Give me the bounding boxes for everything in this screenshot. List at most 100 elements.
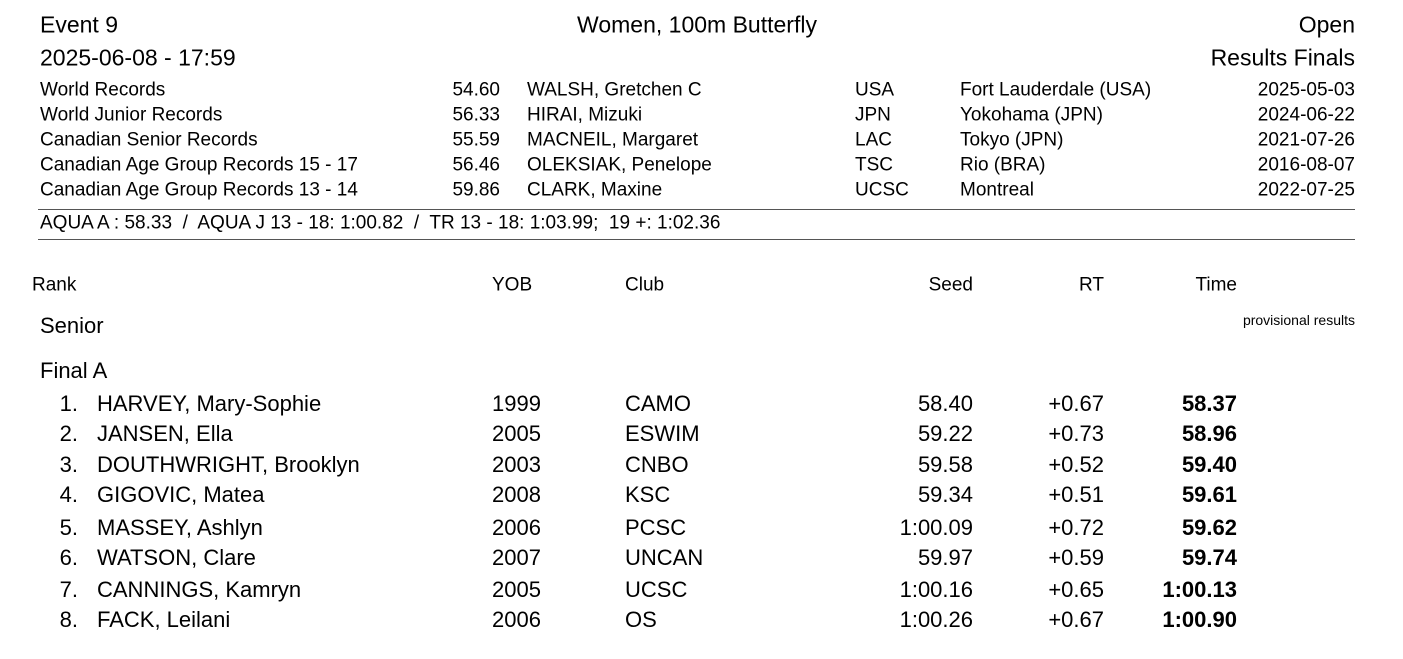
record-name: Canadian Senior Records [40, 129, 258, 151]
seed: 1:00.26 [899, 607, 973, 632]
rank: 2. [59, 421, 78, 446]
club: UNCAN [625, 545, 704, 570]
seed: 58.40 [917, 391, 973, 416]
reaction-time: +0.67 [1048, 391, 1104, 416]
rule [38, 209, 1355, 210]
event: Event 9 [40, 11, 118, 38]
club: PCSC [625, 515, 687, 540]
record-name: World Records [40, 79, 166, 101]
record-place: Rio (BRA) [960, 154, 1046, 176]
reaction-time: +0.65 [1048, 577, 1104, 602]
final-time: 1:00.13 [1162, 577, 1237, 602]
swimmer: DOUTHWRIGHT, Brooklyn [97, 452, 360, 477]
reaction-time: +0.59 [1048, 545, 1104, 570]
seed: 1:00.09 [899, 515, 973, 540]
reaction-time: +0.52 [1048, 452, 1104, 477]
record-name: World Junior Records [40, 104, 223, 126]
column-header: YOB [492, 274, 533, 296]
club: CNBO [625, 452, 689, 477]
yob: 2008 [492, 482, 541, 507]
seed: 1:00.16 [899, 577, 973, 602]
record-code: TSC [855, 154, 893, 176]
column-header: RT [1079, 274, 1104, 296]
record-code: JPN [855, 104, 891, 126]
column-header: Club [625, 274, 665, 296]
record-place: Yokohama (JPN) [960, 104, 1103, 126]
yob: 2006 [492, 607, 541, 632]
seed: 59.97 [917, 545, 973, 570]
record-time: 55.59 [452, 129, 500, 151]
record-name: Canadian Age Group Records 15 - 17 [40, 154, 358, 176]
rank: 5. [59, 515, 78, 540]
record-date: 2024-06-22 [1257, 104, 1355, 126]
record-code: USA [855, 79, 895, 101]
group: Senior [40, 313, 104, 338]
rule [38, 239, 1355, 240]
final-time: 59.74 [1181, 545, 1237, 570]
final-time: 1:00.90 [1162, 607, 1237, 632]
seed: 59.22 [917, 421, 973, 446]
record-holder: HIRAI, Mizuki [527, 104, 643, 126]
record-holder: OLEKSIAK, Penelope [527, 154, 712, 176]
swimmer: GIGOVIC, Matea [97, 482, 265, 507]
record-time: 59.86 [452, 179, 500, 201]
standards: AQUA A : 58.33 / AQUA J 13 - 18: 1:00.82… [40, 212, 721, 234]
club: CAMO [625, 391, 691, 416]
record-name: Canadian Age Group Records 13 - 14 [40, 179, 358, 201]
record-time: 56.33 [452, 104, 500, 126]
datetime: 2025-06-08 - 17:59 [40, 44, 236, 71]
swimmer: FACK, Leilani [97, 607, 231, 632]
reaction-time: +0.67 [1048, 607, 1104, 632]
swimmer: HARVEY, Mary-Sophie [97, 391, 322, 416]
column-header: Rank [32, 274, 77, 296]
record-code: LAC [855, 129, 892, 151]
final-time: 59.62 [1181, 515, 1237, 540]
event-title: Women, 100m Butterfly [577, 11, 817, 38]
rank: 7. [59, 577, 78, 602]
swimmer: MASSEY, Ashlyn [97, 515, 263, 540]
rank: 4. [59, 482, 78, 507]
reaction-time: +0.51 [1048, 482, 1104, 507]
club: KSC [625, 482, 671, 507]
final-time: 59.40 [1181, 452, 1237, 477]
heat: Final A [40, 358, 108, 383]
reaction-time: +0.72 [1048, 515, 1104, 540]
swimmer: CANNINGS, Kamryn [97, 577, 302, 602]
rank: 8. [59, 607, 78, 632]
record-time: 56.46 [452, 154, 500, 176]
record-date: 2016-08-07 [1257, 154, 1355, 176]
yob: 1999 [492, 391, 541, 416]
rank: 6. [59, 545, 78, 570]
yob: 2006 [492, 515, 541, 540]
club: UCSC [625, 577, 688, 602]
record-place: Tokyo (JPN) [960, 129, 1064, 151]
column-header: Time [1195, 274, 1237, 296]
seed: 59.58 [917, 452, 973, 477]
yob: 2005 [492, 421, 541, 446]
record-holder: MACNEIL, Margaret [527, 129, 699, 151]
phase: Results Finals [1210, 44, 1355, 71]
final-time: 59.61 [1181, 482, 1237, 507]
yob: 2005 [492, 577, 541, 602]
final-time: 58.37 [1181, 391, 1237, 416]
record-time: 54.60 [452, 79, 500, 101]
rank: 1. [59, 391, 78, 416]
club: ESWIM [625, 421, 700, 446]
record-code: UCSC [855, 179, 909, 201]
record-place: Montreal [960, 179, 1034, 201]
record-date: 2021-07-26 [1257, 129, 1355, 151]
record-holder: CLARK, Maxine [527, 179, 663, 201]
yob: 2003 [492, 452, 541, 477]
swimmer: JANSEN, Ella [97, 421, 233, 446]
record-holder: WALSH, Gretchen C [527, 79, 702, 101]
final-time: 58.96 [1181, 421, 1237, 446]
seed: 59.34 [917, 482, 973, 507]
club: OS [625, 607, 657, 632]
yob: 2007 [492, 545, 541, 570]
note: provisional results [1242, 312, 1355, 328]
record-place: Fort Lauderdale (USA) [960, 79, 1152, 101]
rank: 3. [59, 452, 78, 477]
category: Open [1298, 11, 1355, 38]
record-date: 2025-05-03 [1257, 79, 1355, 101]
